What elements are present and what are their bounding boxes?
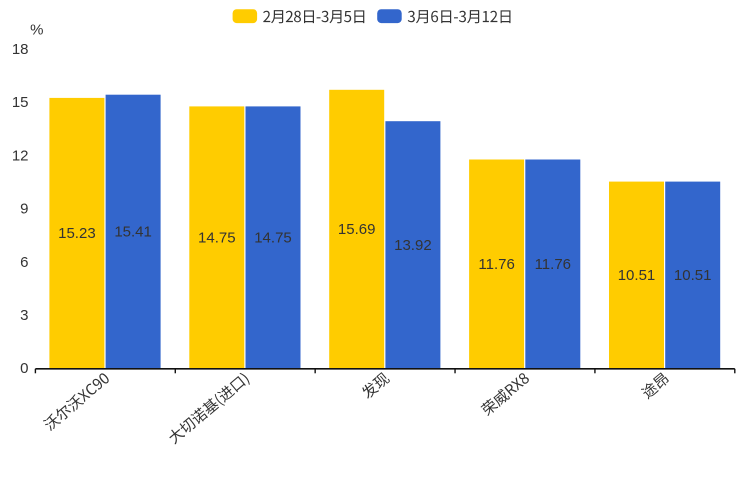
svg-text:11.76: 11.76 bbox=[535, 256, 571, 273]
svg-text:15.69: 15.69 bbox=[338, 221, 376, 238]
svg-text:13.92: 13.92 bbox=[394, 237, 432, 254]
svg-text:10.51: 10.51 bbox=[618, 267, 656, 284]
svg-text:18: 18 bbox=[12, 41, 29, 58]
svg-text:9: 9 bbox=[20, 201, 28, 218]
svg-text:%: % bbox=[30, 21, 43, 38]
svg-text:15.23: 15.23 bbox=[58, 225, 96, 242]
svg-text:14.75: 14.75 bbox=[254, 229, 292, 246]
svg-text:6: 6 bbox=[20, 254, 28, 271]
svg-text:14.75: 14.75 bbox=[198, 229, 236, 246]
svg-text:15.41: 15.41 bbox=[114, 224, 152, 241]
svg-text:12: 12 bbox=[12, 147, 29, 164]
svg-text:0: 0 bbox=[20, 360, 28, 377]
svg-text:3: 3 bbox=[20, 307, 28, 324]
svg-text:10.51: 10.51 bbox=[674, 267, 712, 284]
svg-text:15: 15 bbox=[12, 94, 29, 111]
svg-text:11.76: 11.76 bbox=[478, 256, 514, 273]
